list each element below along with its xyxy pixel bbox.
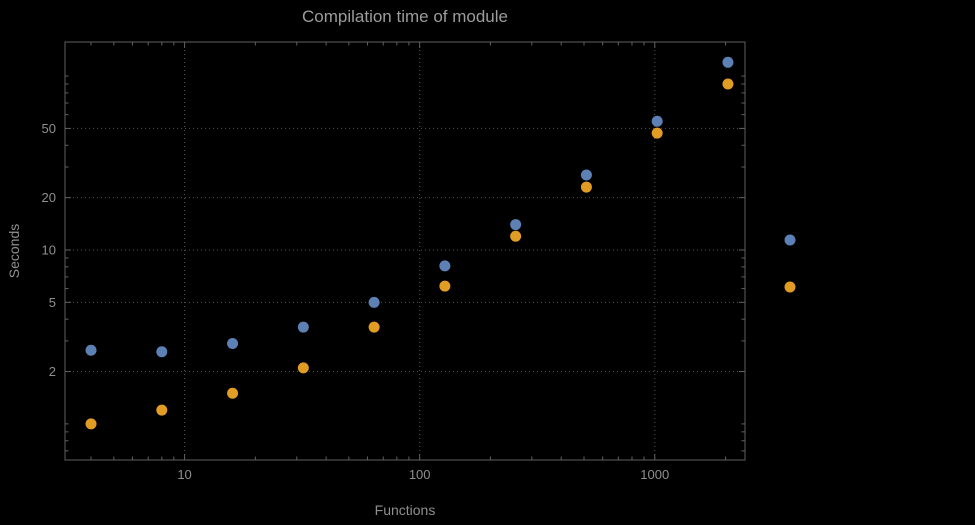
data-point — [651, 115, 663, 127]
data-point — [439, 260, 451, 272]
data-point — [368, 321, 380, 333]
data-point — [722, 56, 734, 68]
legend-marker — [784, 281, 796, 293]
gridlines — [65, 42, 745, 460]
series-blue — [85, 56, 734, 358]
y-tick-label: 50 — [42, 121, 56, 136]
tick-labels: 10 100 1000 2 5 10 20 50 — [42, 121, 670, 482]
data-point — [85, 418, 97, 430]
data-point — [651, 127, 663, 139]
series-orange — [85, 78, 734, 430]
data-point — [156, 404, 168, 416]
y-tick-label: 10 — [42, 242, 56, 257]
y-axis-label: Seconds — [6, 223, 22, 279]
data-point — [580, 181, 592, 193]
data-point — [156, 346, 168, 358]
x-tick-label: 100 — [409, 467, 431, 482]
data-point — [297, 362, 309, 374]
data-point — [227, 337, 239, 349]
y-tick-label: 20 — [42, 190, 56, 205]
x-tick-label: 1000 — [640, 467, 669, 482]
data-point — [85, 344, 97, 356]
data-point — [297, 321, 309, 333]
x-axis-label: Functions — [374, 502, 436, 518]
plot-frame — [64, 41, 746, 461]
legend-marker — [784, 234, 796, 246]
data-point — [510, 230, 522, 242]
data-point — [580, 169, 592, 181]
tick-marks — [65, 42, 745, 460]
legend — [784, 234, 796, 293]
data-point — [439, 280, 451, 292]
data-point — [510, 219, 522, 231]
y-tick-label: 2 — [49, 364, 56, 379]
y-tick-label: 5 — [49, 295, 56, 310]
data-point — [722, 78, 734, 90]
data-point — [368, 296, 380, 308]
chart-title: Compilation time of module — [302, 7, 508, 26]
data-point — [227, 387, 239, 399]
x-tick-label: 10 — [177, 467, 191, 482]
